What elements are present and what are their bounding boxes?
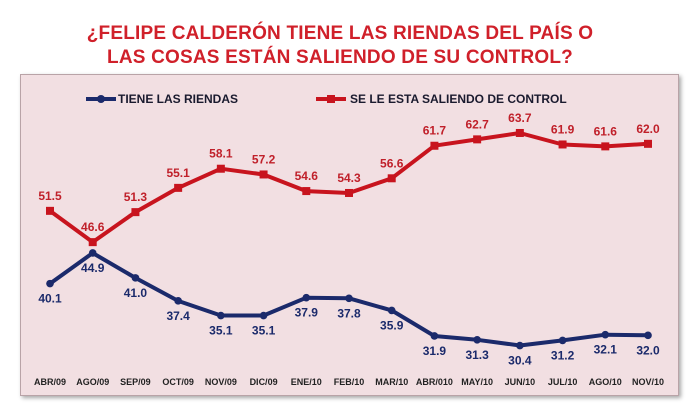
legend-label-blue: TIENE LAS RIENDAS — [118, 92, 238, 106]
x-tick-label: FEB/10 — [334, 377, 365, 387]
data-label-blue: 31.2 — [551, 348, 575, 362]
data-point-red — [515, 128, 524, 137]
x-tick-label: NOV/09 — [205, 377, 237, 387]
data-point-red — [558, 140, 567, 149]
data-label-red: 63.7 — [508, 111, 532, 125]
legend: TIENE LAS RIENDAS SE LE ESTA SALIENDO DE… — [86, 92, 567, 106]
data-point-red — [345, 188, 353, 197]
x-tick-label: ABR/09 — [34, 377, 66, 387]
data-label-blue: 31.3 — [465, 348, 489, 362]
data-point-red — [302, 187, 311, 196]
data-point-red — [601, 142, 610, 151]
legend-label-red: SE LE ESTA SALIENDO DE CONTROL — [350, 92, 567, 106]
x-tick-label: ENE/10 — [291, 377, 322, 387]
data-point-blue — [302, 293, 311, 302]
data-point-red — [216, 164, 225, 173]
data-point-blue — [430, 332, 439, 340]
data-label-red: 56.6 — [380, 156, 404, 170]
data-label-red: 46.6 — [81, 220, 105, 234]
x-tick-label: MAY/10 — [461, 377, 493, 387]
data-label-blue: 32.0 — [636, 343, 660, 357]
data-label-blue: 37.8 — [337, 306, 361, 320]
x-tick-label: DIC/09 — [250, 377, 278, 387]
x-tick-label: AGO/10 — [589, 377, 622, 387]
data-label-red: 62.0 — [636, 122, 660, 136]
x-tick-label: AGO/09 — [76, 377, 109, 387]
data-point-red — [131, 208, 140, 217]
data-point-blue — [558, 336, 567, 345]
legend-marker-blue — [97, 95, 105, 103]
data-point-red — [88, 238, 97, 247]
plot-area: 40.1 44.9 41.0 37.4 35.1 35.1 37.9 37.8 35.9 31.9… — [34, 111, 664, 387]
data-point-red — [259, 170, 268, 179]
data-point-red — [174, 183, 183, 192]
series-line-red — [48, 131, 649, 245]
data-point-blue — [88, 249, 97, 257]
data-label-red: 54.3 — [337, 171, 361, 185]
data-point-red — [46, 206, 54, 215]
data-point-red — [473, 135, 482, 144]
chart-title: ¿FELIPE CALDERÓN TIENE LAS RIENDAS DEL P… — [0, 22, 680, 70]
data-label-red: 61.9 — [551, 122, 575, 136]
data-point-blue — [387, 306, 396, 315]
data-label-blue: 32.1 — [594, 343, 618, 357]
data-point-blue — [174, 297, 182, 305]
chart-title-line-1: ¿FELIPE CALDERÓN TIENE LAS RIENDAS DEL P… — [86, 23, 594, 44]
data-label-red: 62.7 — [465, 117, 489, 131]
data-label-red: 54.6 — [295, 169, 319, 183]
data-label-blue: 30.4 — [508, 354, 532, 368]
data-label-blue: 31.9 — [423, 344, 447, 358]
data-label-red: 51.3 — [124, 190, 148, 204]
x-tick-label: ABR/010 — [416, 377, 453, 387]
data-point-blue — [345, 294, 353, 303]
data-label-blue: 35.1 — [209, 324, 233, 338]
data-point-blue — [46, 279, 54, 288]
data-label-blue: 35.1 — [252, 324, 276, 338]
x-tick-label: MAR/10 — [375, 377, 408, 387]
data-label-blue: 40.1 — [38, 292, 62, 306]
data-label-red: 55.1 — [166, 166, 190, 180]
data-point-red — [387, 174, 396, 183]
x-tick-label: OCT/09 — [162, 377, 194, 387]
data-point-blue — [516, 341, 524, 350]
data-label-blue: 37.9 — [295, 306, 319, 320]
data-label-blue: 37.4 — [166, 309, 190, 323]
legend-marker-red — [327, 95, 335, 103]
data-point-blue — [601, 330, 610, 339]
data-point-blue — [131, 274, 140, 282]
data-label-red: 61.7 — [423, 124, 447, 138]
x-tick-label: JUL/10 — [548, 377, 578, 387]
x-tick-label: JUN/10 — [505, 377, 536, 387]
x-tick-label: NOV/10 — [632, 377, 664, 387]
data-label-red: 61.6 — [594, 124, 618, 138]
chart-title-line-2: LAS COSAS ESTÁN SALIENDO DE SU CONTROL? — [107, 47, 573, 68]
data-label-blue: 41.0 — [124, 286, 148, 300]
data-point-blue — [473, 335, 481, 344]
data-point-blue — [644, 331, 652, 340]
data-label-red: 51.5 — [38, 189, 62, 203]
chart-panel — [20, 74, 679, 396]
data-label-red: 58.1 — [209, 147, 233, 161]
data-point-red — [430, 141, 439, 150]
data-label-red: 57.2 — [252, 152, 276, 166]
data-point-red — [644, 139, 652, 148]
data-label-blue: 35.9 — [380, 318, 404, 332]
data-label-blue: 44.9 — [81, 261, 105, 275]
x-tick-label: SEP/09 — [120, 377, 151, 387]
data-point-blue — [259, 311, 268, 320]
data-point-blue — [217, 311, 225, 320]
